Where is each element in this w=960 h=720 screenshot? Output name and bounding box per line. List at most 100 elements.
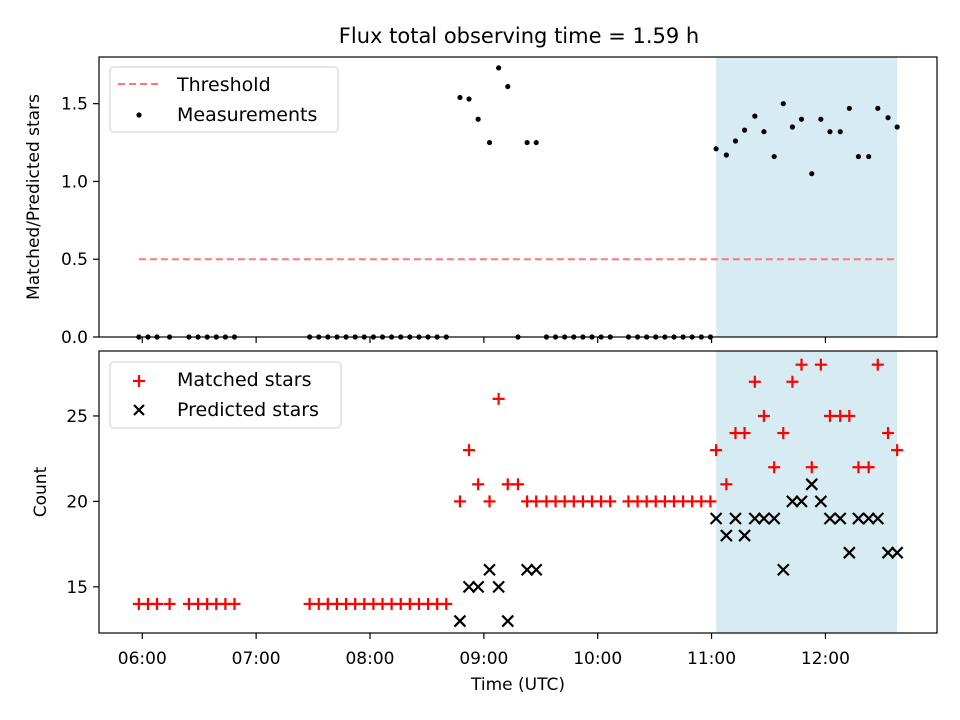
top-legend: Threshold Measurements — [109, 66, 339, 133]
flux-ratio-panel: 0.0 0.5 1.0 1.5 Matched/Predicted stars Thr… — [24, 56, 938, 348]
matched-star-point — [862, 461, 875, 474]
predicted-star-point — [720, 529, 733, 542]
predicted-star-point — [890, 546, 904, 559]
predicted-stars-series — [453, 478, 904, 628]
measurement-point — [866, 153, 872, 160]
y-tick-label: 0.0 — [61, 328, 88, 348]
legend-measurements-swatch — [136, 112, 142, 118]
measurement-point — [789, 124, 795, 130]
x-tick-label: 08:00 — [345, 649, 394, 669]
measurement-point — [752, 113, 758, 119]
predicted-star-point — [871, 512, 885, 525]
bottom-x-axis-ticks: 06:00 07:00 08:00 09:00 10:00 11:00 12:00 — [118, 633, 850, 669]
matched-star-point — [512, 478, 524, 491]
measurement-point — [475, 116, 481, 122]
x-tick-label: 07:00 — [232, 649, 281, 669]
bottom-plot-frame — [98, 350, 938, 634]
bottom-legend-box — [109, 361, 342, 429]
legend-measurements-label: Measurements — [177, 104, 317, 126]
measurement-point — [505, 83, 511, 90]
predicted-star-point — [833, 512, 847, 525]
y-tick-label: 1.5 — [61, 95, 88, 115]
matched-star-point — [738, 427, 751, 440]
measurement-point — [809, 171, 815, 177]
measurement-point — [466, 96, 472, 102]
matched-star-point — [748, 375, 761, 388]
matched-star-point — [720, 478, 733, 491]
top-plot-frame — [98, 56, 938, 338]
predicted-star-point — [757, 512, 771, 525]
x-tick-label: 10:00 — [573, 649, 622, 669]
predicted-star-point — [767, 512, 781, 525]
star-count-panel: 15 20 25 06:00 07:00 08:00 09:00 10:00 11:00 12:… — [31, 350, 938, 695]
bottom-legend: Matched stars Predicted stars — [109, 361, 342, 429]
measurement-point — [723, 152, 729, 158]
y-tick-label: 20 — [66, 492, 88, 512]
matched-star-point — [530, 495, 543, 508]
predicted-star-point — [814, 495, 828, 508]
matched-star-point — [704, 495, 717, 508]
predicted-star-point — [786, 495, 799, 508]
x-tick-label: 11:00 — [687, 649, 736, 669]
matched-star-point — [814, 358, 827, 371]
x-tick-label: 06:00 — [118, 649, 167, 669]
matched-star-point — [453, 495, 466, 508]
measurement-point — [486, 139, 493, 146]
matched-star-point — [852, 461, 865, 474]
measurement-point — [855, 153, 862, 160]
top-observing-window-span — [716, 57, 898, 337]
predicted-star-point — [501, 614, 515, 628]
top-y-axis-label: Matched/Predicted stars — [24, 94, 44, 300]
matched-star-point — [463, 444, 476, 457]
measurement-point — [457, 94, 463, 101]
measurement-point — [524, 139, 530, 146]
x-tick-label: 09:00 — [459, 649, 508, 669]
legend-matched-swatch — [133, 375, 145, 387]
predicted-star-point — [843, 546, 856, 559]
x-tick-label: 12:00 — [801, 649, 850, 669]
matched-stars-series — [132, 358, 904, 610]
measurement-point — [761, 129, 767, 135]
y-tick-label: 15 — [66, 578, 88, 598]
predicted-star-point — [881, 546, 895, 559]
predicted-star-point — [823, 512, 837, 525]
predicted-star-point — [492, 580, 505, 594]
bottom-observing-window-span — [716, 351, 898, 633]
measurement-point — [713, 146, 719, 152]
predicted-star-point — [862, 512, 875, 525]
measurement-point — [846, 105, 852, 111]
matched-star-point — [871, 358, 884, 371]
matched-star-point — [805, 461, 818, 474]
measurement-point — [885, 115, 891, 121]
x-axis-label: Time (UTC) — [470, 675, 565, 695]
predicted-star-point — [852, 512, 865, 525]
measurement-point — [818, 116, 824, 122]
measurement-point — [732, 138, 739, 144]
measurement-point — [780, 101, 786, 107]
top-y-axis-ticks: 0.0 0.5 1.0 1.5 — [61, 95, 99, 348]
matched-star-point — [440, 597, 453, 610]
measurement-point — [771, 153, 777, 160]
y-tick-label: 25 — [66, 407, 88, 427]
top-legend-box — [109, 66, 339, 133]
measurement-point — [741, 127, 748, 133]
matched-star-point — [710, 444, 723, 457]
measurement-point — [798, 116, 805, 122]
y-tick-label: 0.5 — [61, 250, 88, 270]
predicted-star-point — [520, 563, 534, 577]
predicted-star-point — [777, 563, 790, 577]
top-x-axis-ticks — [141, 337, 827, 343]
measurement-point — [533, 139, 539, 146]
measurement-point — [894, 124, 900, 130]
matched-star-point — [795, 358, 808, 371]
bottom-y-axis-ticks: 15 20 25 — [66, 407, 99, 598]
matched-star-point — [228, 597, 241, 610]
legend-predicted-swatch — [133, 404, 145, 416]
predicted-star-point — [805, 478, 819, 491]
predicted-star-point — [529, 563, 543, 577]
predicted-star-point — [709, 512, 723, 525]
matched-star-point — [757, 409, 770, 422]
matched-star-point — [163, 597, 176, 610]
predicted-star-point — [795, 495, 808, 508]
